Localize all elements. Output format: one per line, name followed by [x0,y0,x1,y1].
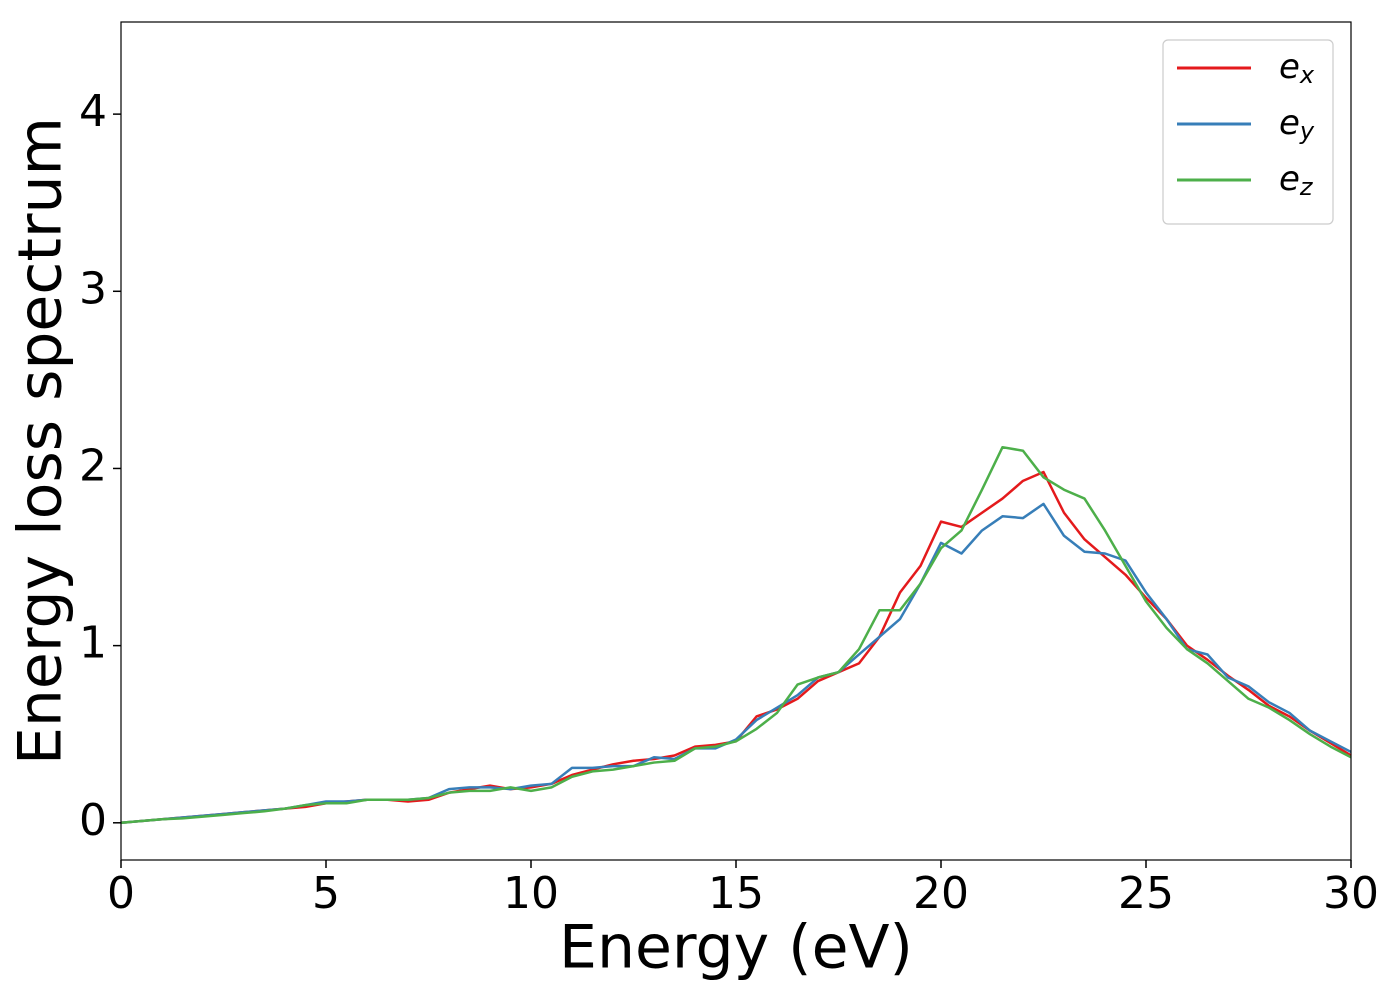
data-line [120,445,1352,825]
x-tick-label: 0 [107,868,135,919]
plot-frame [120,21,1352,861]
x-tick-label: 15 [708,868,764,919]
y-axis-label: Energy loss spectrum [6,117,76,765]
legend-label: ey [1279,103,1315,146]
legend-box [1162,39,1334,225]
x-tick-label: 30 [1323,868,1379,919]
x-tick-label: 10 [503,868,559,919]
y-tick-label: 3 [79,263,107,314]
legend-label: ez [1279,159,1314,202]
x-tick-label: 5 [312,868,340,919]
x-tick-label: 25 [1118,868,1174,919]
data-line [120,502,1352,825]
legend-label: ex [1279,47,1315,90]
x-axis-label: Energy (eV) [559,913,913,983]
y-tick-label: 4 [79,86,107,137]
y-tick-label: 2 [79,440,107,491]
y-tick-label: 0 [79,795,107,846]
y-tick-label: 1 [79,618,107,669]
data-line [120,470,1352,825]
x-tick-label: 20 [913,868,969,919]
